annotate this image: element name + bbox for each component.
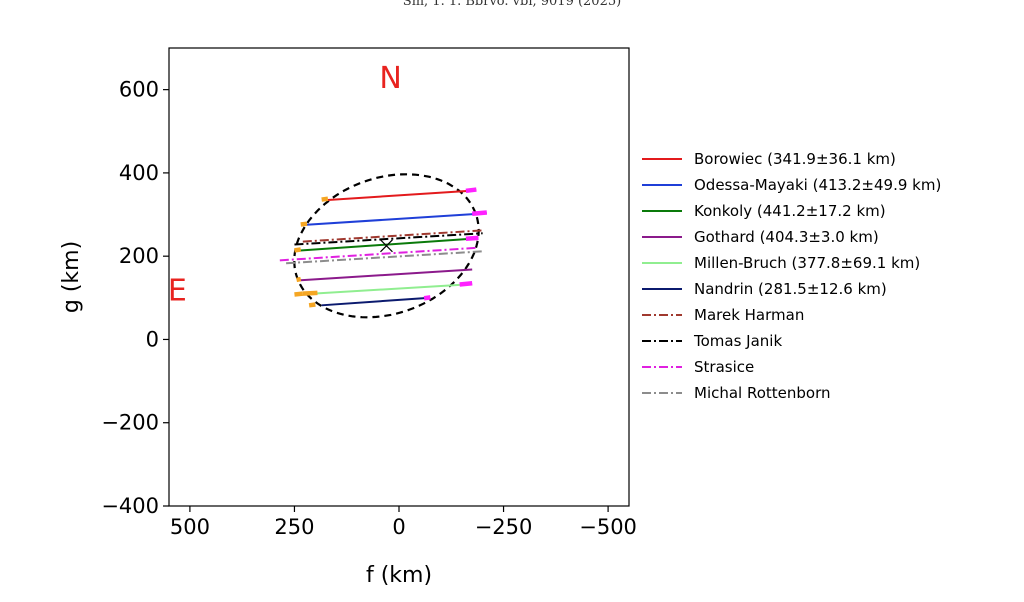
y-tick-label: −200: [101, 411, 159, 435]
compass-label-e: E: [168, 273, 187, 308]
compass-label-n: N: [379, 61, 401, 96]
uncertainty-segment: [423, 295, 431, 301]
y-tick-label: 0: [146, 327, 159, 351]
legend: Borowiec (341.9±36.1 km) Odessa-Mayaki (4…: [642, 150, 941, 402]
uncertainty-segment: [294, 291, 304, 297]
y-tick-label: 200: [119, 244, 159, 268]
legend-label-5: Millen-Bruch (377.8±69.1 km): [694, 254, 920, 272]
x-tick-label: 500: [170, 515, 210, 539]
uncertainty-segment: [471, 210, 488, 216]
legend-label-4: Gothard (404.3±3.0 km): [694, 228, 879, 246]
y-axis: 600 400 200 0 −200 −400: [101, 78, 169, 518]
y-tick-label: 400: [119, 161, 159, 185]
page-header-text: Sm, 1. 1. Bbrvo. vbi, 9019 (2025): [402, 0, 622, 9]
x-tick-label: −250: [475, 515, 533, 539]
chord-line-9: [279, 246, 477, 262]
legend-label-9: Strasice: [694, 358, 754, 376]
legend-label-10: Michal Rottenborn: [694, 384, 831, 402]
uncertainty-segment: [459, 281, 473, 287]
center-marker: [380, 239, 393, 253]
chord-line-1: [327, 189, 477, 201]
chord-line-10: [286, 250, 485, 265]
uncertainty-segment: [465, 235, 479, 241]
chord-line-4: [298, 268, 473, 282]
x-axis-title: f (km): [366, 563, 432, 588]
uncertainty-segment: [300, 221, 308, 227]
x-tick-label: 250: [274, 515, 314, 539]
plot-area: [279, 173, 488, 319]
chord-line-5: [313, 283, 473, 295]
chord-line-2: [302, 212, 487, 226]
legend-label-8: Tomas Janik: [693, 332, 782, 350]
x-tick-label: 0: [392, 515, 405, 539]
chord-line-6: [321, 296, 429, 307]
uncertainty-segment: [294, 247, 302, 253]
legend-label-7: Marek Harman: [694, 306, 804, 324]
chord-line-7: [302, 229, 483, 243]
chord-line-8: [294, 232, 483, 246]
legend-label-2: Odessa-Mayaki (413.2±49.9 km): [694, 176, 941, 194]
y-tick-label: 600: [119, 78, 159, 102]
uncertainty-segment: [465, 187, 477, 194]
uncertainty-segment: [296, 276, 302, 283]
x-tick-label: −500: [579, 515, 637, 539]
uncertainty-segment: [308, 302, 316, 308]
y-tick-label: −400: [101, 494, 159, 518]
y-axis-title: g (km): [59, 241, 84, 313]
uncertainty-segment: [321, 196, 329, 202]
x-axis: 500 250 0 −250 −500: [170, 506, 637, 539]
annotations: NE: [168, 61, 402, 308]
plot-frame: [168, 47, 630, 507]
legend-label-1: Borowiec (341.9±36.1 km): [694, 150, 896, 168]
legend-label-6: Nandrin (281.5±12.6 km): [694, 280, 887, 298]
legend-label-3: Konkoly (441.2±17.2 km): [694, 202, 886, 220]
uncertainty-segment: [302, 290, 318, 296]
